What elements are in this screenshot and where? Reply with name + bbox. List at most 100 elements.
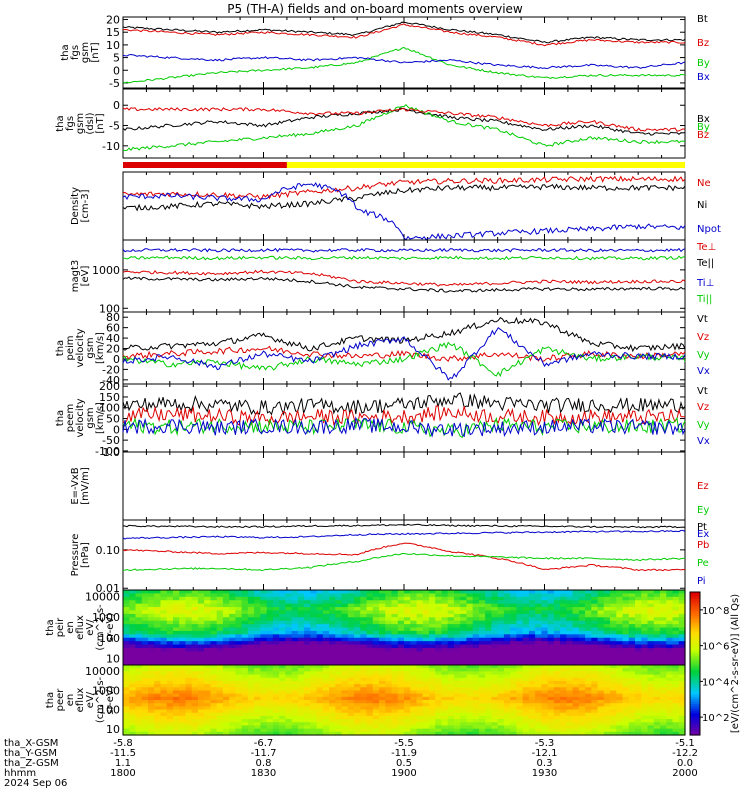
heatmap-cell <box>129 630 137 635</box>
heatmap-cell <box>510 690 517 695</box>
heatmap-cell <box>466 607 474 612</box>
heatmap-cell <box>653 677 661 682</box>
heatmap-cell <box>197 647 205 652</box>
heatmap-cell <box>329 603 336 608</box>
heatmap-cell <box>291 706 299 711</box>
heatmap-cell <box>310 706 318 711</box>
heatmap-cell <box>147 617 155 622</box>
heatmap-cell <box>285 641 293 646</box>
heatmap-cell <box>385 674 393 679</box>
orbit-row-label: tha_X-GSM <box>4 738 58 749</box>
heatmap-cell <box>216 687 224 692</box>
heatmap-cell <box>310 677 318 682</box>
heatmap-cell <box>541 600 549 605</box>
heatmap-cell <box>379 627 386 632</box>
heatmap-cell <box>316 637 324 642</box>
heatmap-cell <box>391 658 399 663</box>
heatmap-cell <box>597 715 605 720</box>
heatmap-cell <box>516 719 524 723</box>
heatmap-cell <box>391 620 399 625</box>
y-tick-label: 0.01 <box>96 582 121 595</box>
heatmap-cell <box>160 706 168 711</box>
heatmap-cell <box>229 603 236 608</box>
heatmap-cell <box>372 722 380 727</box>
heatmap-cell <box>247 703 255 707</box>
colorbar-cell <box>690 644 700 648</box>
heatmap-cell <box>503 696 511 701</box>
heatmap-cell <box>435 728 443 733</box>
heatmap-cell <box>528 644 536 649</box>
heatmap-cell <box>478 722 486 727</box>
heatmap-cell <box>266 693 274 698</box>
heatmap-cell <box>478 617 486 622</box>
heatmap-cell <box>285 693 293 698</box>
heatmap-cell <box>272 693 280 698</box>
heatmap-cell <box>522 668 530 672</box>
heatmap-cell <box>435 680 443 685</box>
heatmap-cell <box>210 687 218 692</box>
heatmap-cell <box>622 658 630 663</box>
heatmap-cell <box>316 654 324 659</box>
heatmap-cell <box>304 684 311 688</box>
heatmap-cell <box>272 600 280 605</box>
heatmap-cell <box>553 651 561 656</box>
heatmap-cell <box>566 607 574 612</box>
heatmap-cell <box>628 613 636 618</box>
heatmap-cell <box>335 700 343 704</box>
heatmap-cell <box>585 647 592 652</box>
heatmap-cell <box>566 671 574 676</box>
colorbar-cell <box>690 603 700 607</box>
heatmap-cell <box>635 654 642 659</box>
heatmap-cell <box>678 709 686 714</box>
heatmap-cell <box>485 731 493 736</box>
heatmap-cell <box>379 613 386 618</box>
heatmap-cell <box>210 709 218 714</box>
series-line-Ti⊥ <box>122 247 686 253</box>
heatmap-cell <box>329 680 336 685</box>
heatmap-cell <box>404 596 411 601</box>
heatmap-cell <box>635 728 642 733</box>
heatmap-cell <box>547 627 555 632</box>
heatmap-cell <box>123 600 130 605</box>
heatmap-cell <box>553 634 561 639</box>
heatmap-cell <box>653 600 661 605</box>
heatmap-cell <box>597 620 605 625</box>
heatmap-cell <box>535 665 542 669</box>
heatmap-cell <box>197 693 205 698</box>
colorbar-cell <box>690 613 700 617</box>
heatmap-cell <box>528 700 536 704</box>
heatmap-cell <box>210 641 218 646</box>
heatmap-cell <box>597 651 605 656</box>
heatmap-cell <box>635 706 642 711</box>
mode-bar-slow <box>123 162 287 168</box>
heatmap-cell <box>591 731 599 736</box>
heatmap-cell <box>335 593 343 598</box>
heatmap-cell <box>441 600 449 605</box>
heatmap-cell <box>435 709 443 714</box>
heatmap-cell <box>197 728 205 733</box>
heatmap-cell <box>453 658 461 663</box>
heatmap-cell <box>460 684 468 688</box>
heatmap-cell <box>341 731 349 736</box>
heatmap-cell <box>316 624 324 629</box>
heatmap-cell <box>553 617 561 622</box>
heatmap-cell <box>522 641 530 646</box>
heatmap-cell <box>410 593 418 598</box>
heatmap-cell <box>235 661 243 666</box>
heatmap-cell <box>279 630 286 635</box>
heatmap-cell <box>410 590 418 595</box>
heatmap-cell <box>678 677 686 682</box>
heatmap-cell <box>472 641 480 646</box>
heatmap-cell <box>497 610 505 615</box>
y-axis-label: peir <box>55 617 66 637</box>
heatmap-cell <box>460 709 468 714</box>
heatmap-cell <box>635 620 642 625</box>
heatmap-cell <box>472 630 480 635</box>
heatmap-cell <box>416 624 424 629</box>
heatmap-cell <box>597 706 605 711</box>
heatmap-cell <box>472 684 480 688</box>
heatmap-cell <box>241 637 249 642</box>
heatmap-cell <box>641 627 649 632</box>
heatmap-cell <box>272 690 280 695</box>
y-tick-label: 100 <box>99 402 120 415</box>
